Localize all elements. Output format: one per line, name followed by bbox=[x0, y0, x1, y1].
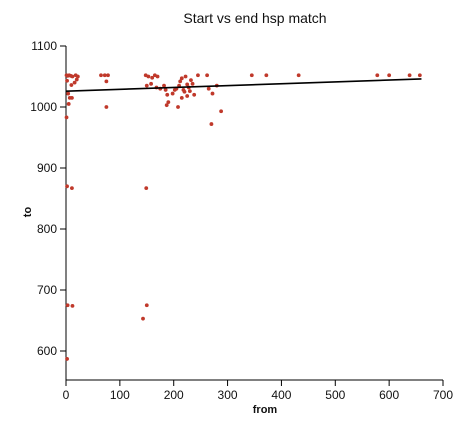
x-tick-label: 0 bbox=[63, 388, 70, 402]
data-point bbox=[72, 80, 77, 85]
y-axis-ticks: 600 700 800 900 1000 1100 bbox=[30, 39, 66, 358]
data-point bbox=[179, 76, 184, 81]
data-point bbox=[196, 73, 200, 78]
y-axis-label: to bbox=[22, 207, 34, 218]
data-point bbox=[249, 73, 254, 78]
data-point bbox=[70, 95, 74, 100]
data-point bbox=[164, 103, 169, 108]
data-point bbox=[182, 89, 187, 94]
data-point bbox=[75, 74, 80, 79]
data-point bbox=[187, 89, 192, 94]
data-point bbox=[206, 86, 211, 91]
data-point bbox=[176, 105, 180, 109]
x-axis-label: from bbox=[253, 404, 278, 416]
y-tick-label: 900 bbox=[37, 161, 57, 175]
data-point bbox=[70, 186, 74, 191]
data-point bbox=[65, 303, 70, 308]
x-tick-label: 200 bbox=[164, 388, 184, 402]
x-axis-ticks: 0 100 200 300 400 500 600 700 bbox=[63, 380, 453, 402]
y-tick-label: 700 bbox=[37, 283, 57, 297]
y-tick-label: 1100 bbox=[31, 39, 57, 53]
data-point bbox=[264, 73, 269, 78]
data-point bbox=[185, 82, 190, 87]
data-point bbox=[70, 303, 75, 308]
trend-line bbox=[65, 78, 422, 92]
y-tick-label: 600 bbox=[37, 344, 57, 358]
x-tick-label: 600 bbox=[379, 388, 399, 402]
data-point bbox=[163, 88, 168, 92]
data-points bbox=[64, 73, 422, 361]
x-tick-label: 500 bbox=[325, 388, 345, 402]
data-point bbox=[162, 83, 166, 88]
data-point bbox=[179, 95, 184, 100]
data-point bbox=[150, 75, 155, 80]
data-point bbox=[407, 73, 412, 78]
data-point bbox=[99, 73, 103, 78]
data-point bbox=[69, 83, 74, 87]
data-point bbox=[149, 81, 153, 86]
data-point bbox=[189, 78, 193, 83]
data-point bbox=[166, 100, 171, 105]
data-point bbox=[387, 73, 392, 78]
data-point bbox=[219, 109, 224, 114]
x-tick-label: 700 bbox=[433, 388, 453, 402]
data-point bbox=[144, 186, 149, 191]
data-point bbox=[141, 316, 145, 321]
data-point bbox=[210, 91, 215, 96]
data-point bbox=[205, 73, 210, 78]
data-point bbox=[209, 122, 214, 126]
x-tick-label: 300 bbox=[218, 388, 238, 402]
data-point bbox=[190, 81, 195, 86]
data-point bbox=[155, 74, 160, 79]
data-point bbox=[106, 73, 110, 78]
data-point bbox=[375, 73, 380, 78]
chart-title: Start vs end hsp match bbox=[183, 10, 326, 26]
x-tick-label: 100 bbox=[110, 388, 130, 402]
data-point bbox=[65, 184, 69, 189]
x-tick-label: 400 bbox=[271, 388, 291, 402]
data-point bbox=[104, 105, 109, 109]
data-point bbox=[104, 79, 109, 84]
data-point bbox=[64, 115, 69, 120]
data-point bbox=[165, 92, 170, 97]
data-point bbox=[192, 92, 197, 97]
data-point bbox=[70, 74, 75, 79]
data-point bbox=[183, 74, 188, 79]
data-point bbox=[102, 73, 107, 78]
data-point bbox=[65, 357, 69, 361]
data-point bbox=[417, 73, 422, 78]
data-point bbox=[66, 102, 71, 106]
y-tick-label: 1000 bbox=[30, 100, 57, 114]
data-point bbox=[296, 73, 301, 78]
data-point bbox=[144, 83, 149, 88]
data-point bbox=[66, 91, 71, 96]
data-point bbox=[65, 78, 69, 83]
data-point bbox=[146, 74, 151, 79]
data-point bbox=[74, 77, 79, 82]
y-tick-label: 800 bbox=[37, 222, 57, 236]
data-point bbox=[144, 303, 149, 308]
data-point bbox=[178, 79, 183, 84]
data-point bbox=[185, 94, 190, 98]
data-point bbox=[170, 91, 175, 96]
